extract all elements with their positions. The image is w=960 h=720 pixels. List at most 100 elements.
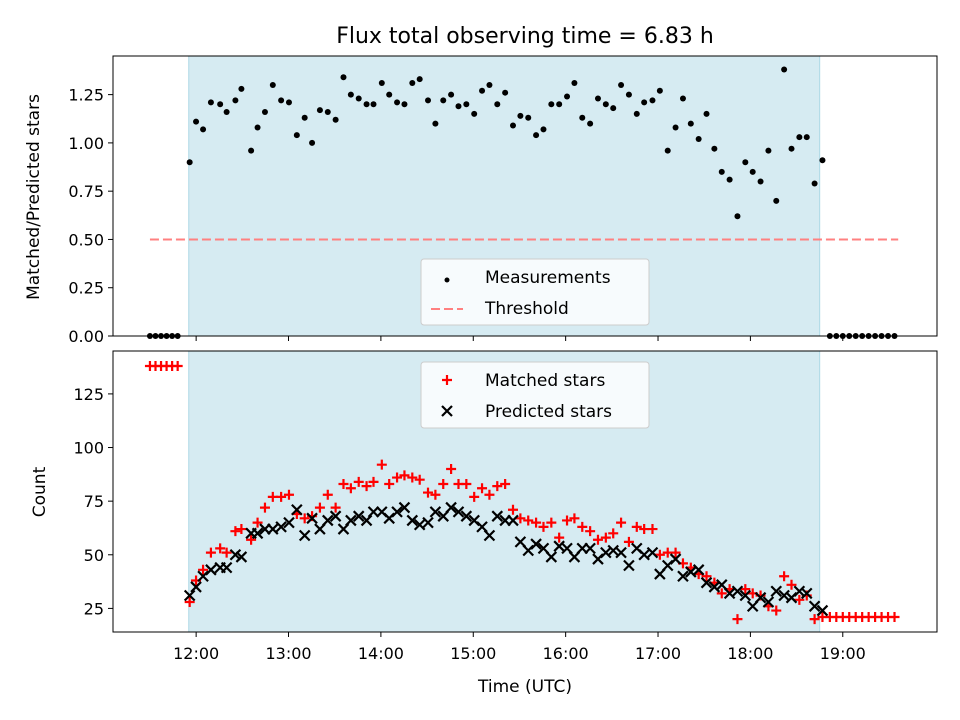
matched-stars-point <box>608 528 619 539</box>
legend: Measurements Threshold <box>420 258 650 326</box>
measurement-point <box>819 157 826 164</box>
predicted-stars-point <box>251 527 264 540</box>
predicted-stars-point <box>677 570 689 583</box>
predicted-stars-point <box>445 501 457 514</box>
predicted-stars-point <box>800 587 813 600</box>
matched-stars-point <box>786 579 797 590</box>
predicted-stars-point <box>406 514 419 527</box>
predicted-stars-point <box>429 506 442 518</box>
measurement-point <box>394 99 401 106</box>
matched-stars-point <box>500 478 511 489</box>
y-tick-label: 50 <box>84 546 104 565</box>
measurement-point <box>587 120 594 127</box>
matched-stars-point <box>779 571 790 582</box>
predicted-stars-point <box>352 510 365 522</box>
measurement-point <box>355 95 362 102</box>
measurement-point <box>579 114 586 121</box>
measurement-point <box>502 89 509 96</box>
measurement-point <box>238 85 245 92</box>
predicted-stars-point <box>267 523 279 535</box>
predicted-stars-point <box>530 538 542 550</box>
measurement-point <box>471 110 478 117</box>
predicted-stars-point <box>770 585 783 598</box>
measurement-point <box>332 116 339 123</box>
measurement-point <box>316 107 323 114</box>
matched-stars-point <box>438 478 449 489</box>
measurement-point <box>602 101 609 108</box>
measurement-point <box>556 101 563 108</box>
matched-stars-point <box>577 521 588 532</box>
measurement-point <box>711 145 718 152</box>
measurement-point <box>479 87 486 94</box>
measurement-point <box>416 76 423 83</box>
matched-stars-point <box>414 474 425 485</box>
measurement-point <box>309 139 316 146</box>
matched-stars-point <box>314 502 325 513</box>
matched-stars-point <box>461 478 472 489</box>
x-tick-label: 18:00 <box>727 644 773 663</box>
matched-stars-point <box>716 588 727 599</box>
measurement-point <box>293 132 300 139</box>
measurement-point <box>718 168 725 175</box>
predicted-stars-point <box>391 506 403 518</box>
predicted-stars-point <box>700 576 713 589</box>
measurement-point <box>641 99 648 106</box>
predicted-stars-point <box>413 518 426 531</box>
matched-stars-point <box>554 532 565 543</box>
measurement-point <box>610 105 617 112</box>
y-tick-label: 0.50 <box>68 230 104 249</box>
matched-stars-point <box>771 605 782 616</box>
chart-title: Flux total observing time = 6.83 h <box>336 24 714 49</box>
measurement-point <box>340 74 347 81</box>
matched-stars-point <box>392 472 403 483</box>
measurement-point <box>200 126 207 133</box>
y-tick-label: 1.25 <box>68 86 104 105</box>
measurement-point <box>223 109 230 115</box>
predicted-stars-point <box>452 506 465 518</box>
matched-stars-point <box>338 478 349 489</box>
matched-stars-point <box>184 596 195 607</box>
measurement-point <box>811 180 818 187</box>
predicted-stars-point <box>491 510 504 522</box>
matched-stars-point <box>538 521 549 532</box>
matched-stars-point <box>236 524 247 535</box>
measurement-point <box>618 81 625 88</box>
matched-stars-point <box>732 614 743 625</box>
legend-box <box>420 361 650 429</box>
predicted-stars-point <box>321 514 334 527</box>
measurement-point <box>301 114 308 121</box>
x-tick-label: 19:00 <box>820 644 866 663</box>
measurement-point <box>757 178 764 185</box>
measurement-point <box>726 176 733 183</box>
predicted-stars-point <box>584 542 596 555</box>
matched-stars-point <box>546 517 557 528</box>
matched-stars-point <box>446 463 457 474</box>
matched-stars-point <box>430 489 441 500</box>
legend-box <box>420 258 650 326</box>
predicted-stars-point <box>638 549 650 561</box>
measurement-point <box>370 101 377 108</box>
measurement-point <box>517 112 524 119</box>
measurement-point <box>347 91 354 98</box>
predicted-stars-point <box>483 529 496 542</box>
matched-stars-point <box>794 594 805 605</box>
matched-stars-point <box>477 483 488 494</box>
measurement-point <box>525 114 532 121</box>
measurement-point <box>186 159 193 166</box>
measurement-point <box>401 101 408 108</box>
matched-stars-point <box>740 584 751 595</box>
predicted-stars-point <box>669 553 682 565</box>
measurement-point <box>564 93 571 100</box>
matched-stars-point <box>353 476 364 487</box>
measurement-point <box>248 147 255 154</box>
y-tick-label: 125 <box>73 385 104 404</box>
matched-stars-point <box>276 491 287 502</box>
y-tick-label: 0.00 <box>68 327 104 346</box>
y-tick-label: 0.25 <box>68 279 104 298</box>
measurement-point <box>594 95 601 102</box>
measurement-point <box>324 109 331 115</box>
matched-stars-point <box>623 536 634 547</box>
x-tick-label: 14:00 <box>358 644 404 663</box>
measurement-point <box>193 118 200 125</box>
legend-predicted-marker <box>441 405 453 417</box>
